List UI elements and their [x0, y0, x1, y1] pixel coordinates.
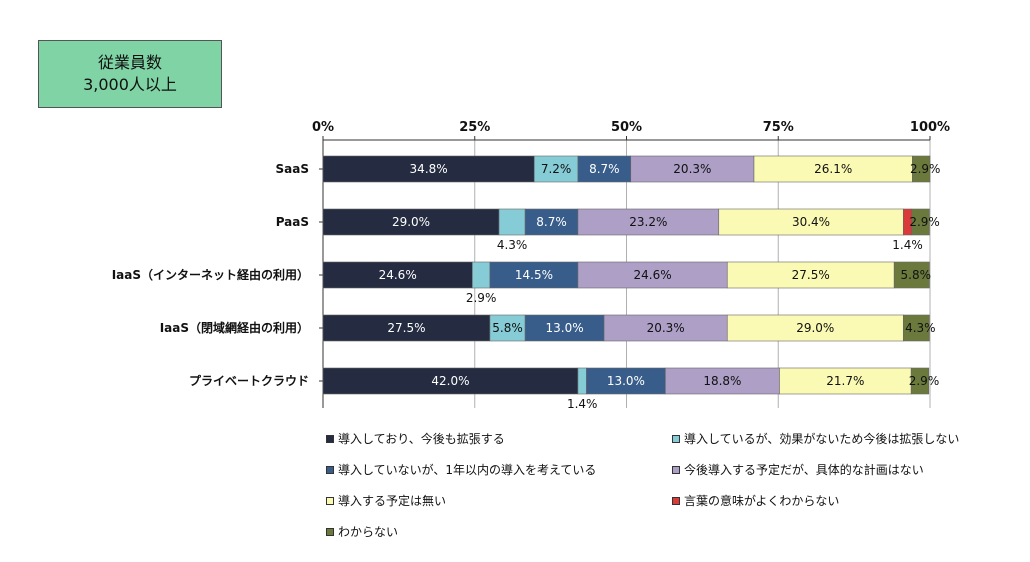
x-tick-label: 75%: [763, 120, 794, 135]
bar-segment: [524, 314, 605, 342]
legend-item: わからない: [326, 523, 398, 540]
data-label: 2.9%: [909, 215, 940, 229]
data-label: 26.1%: [814, 162, 852, 176]
legend-item: 今後導入する予定だが、具体的な計画はない: [672, 461, 924, 478]
data-label: 27.5%: [387, 321, 425, 335]
category-label: IaaS（インターネット経由の利用）: [112, 267, 309, 282]
data-label: 13.0%: [546, 321, 584, 335]
title-box: 従業員数 3,000人以上: [38, 40, 222, 108]
legend-swatch: [672, 434, 680, 443]
data-label: 20.3%: [647, 321, 685, 335]
x-tick-label: 50%: [611, 120, 642, 135]
data-label: 4.3%: [497, 238, 528, 252]
bar-segment: [524, 208, 579, 236]
data-label: 2.9%: [466, 291, 497, 305]
bar-segment: [577, 367, 587, 395]
x-tick-label: 100%: [910, 120, 950, 135]
bar-segment: [577, 155, 632, 183]
data-label: 2.9%: [909, 374, 940, 388]
data-label: 2.9%: [910, 162, 941, 176]
category-label: プライベートクラウド: [189, 373, 309, 388]
bar-segment: [322, 208, 500, 236]
legend-swatch: [326, 465, 334, 474]
data-label: 5.8%: [492, 321, 523, 335]
bar-segment: [472, 261, 491, 289]
data-label: 7.2%: [541, 162, 572, 176]
data-label: 34.8%: [410, 162, 448, 176]
legend-label: 導入していないが、1年以内の導入を考えている: [338, 463, 597, 477]
data-label: 1.4%: [567, 397, 598, 411]
data-label: 18.8%: [703, 374, 741, 388]
bar-segment: [498, 208, 526, 236]
legend-label: 導入しているが、効果がないため今後は拡張しない: [684, 432, 960, 446]
bar-segment: [489, 314, 526, 342]
data-label: 4.3%: [905, 321, 936, 335]
legend-item: 導入する予定は無い: [326, 492, 446, 509]
data-label: 24.6%: [634, 268, 672, 282]
bar-segment: [726, 314, 904, 342]
category-label: PaaS: [276, 215, 309, 229]
data-label: 42.0%: [431, 374, 469, 388]
x-tick-label: 0%: [312, 120, 334, 135]
bar-segment: [322, 314, 491, 342]
data-label: 14.5%: [515, 268, 553, 282]
bar-segment: [911, 208, 930, 236]
legend-swatch: [326, 527, 334, 536]
data-label: 8.7%: [536, 215, 567, 229]
legend-item: 言葉の意味がよくわからない: [672, 492, 839, 509]
legend-label: 導入しており、今後も拡張する: [338, 432, 505, 446]
data-label: 1.4%: [892, 238, 923, 252]
bar-segment: [577, 208, 720, 236]
legend-label: 導入する予定は無い: [338, 494, 447, 508]
data-label: 13.0%: [607, 374, 645, 388]
data-label: 8.7%: [589, 162, 620, 176]
bar-segment: [533, 155, 579, 183]
bar-segment: [753, 155, 913, 183]
x-tick-label: 25%: [459, 120, 490, 135]
title-line1: 従業員数: [97, 53, 162, 72]
legend-swatch: [326, 496, 334, 505]
bar-segment: [902, 314, 930, 342]
stacked-bar-chart: 0% 25% 50% 75% 100% SaaS 34.8% 7.2% 8.7% 20.3% 26.…: [112, 120, 950, 411]
bar-segment: [603, 314, 728, 342]
bar-segment: [779, 367, 912, 395]
data-label: 29.0%: [392, 215, 430, 229]
data-label: 20.3%: [673, 162, 711, 176]
legend-item: 導入していないが、1年以内の導入を考えている: [326, 461, 596, 478]
category-label: SaaS: [276, 162, 309, 176]
bar-segment: [577, 261, 728, 289]
bar-segment: [912, 155, 931, 183]
legend-item: 導入しているが、効果がないため今後は拡張しない: [672, 430, 959, 447]
data-label: 5.8%: [901, 268, 932, 282]
legend-label: 言葉の意味がよくわからない: [684, 494, 840, 508]
bar-segment: [665, 367, 780, 395]
bar-segment: [726, 261, 895, 289]
bar-segment: [910, 367, 930, 395]
legend-swatch: [672, 465, 680, 474]
legend-label: 今後導入する予定だが、具体的な計画はない: [684, 463, 924, 477]
legend-swatch: [326, 434, 334, 443]
bar-segment: [718, 208, 904, 236]
legend-swatch: [672, 496, 680, 505]
bar-segment: [630, 155, 755, 183]
data-label: 24.6%: [379, 268, 417, 282]
data-label: 27.5%: [792, 268, 830, 282]
bar-segment: [322, 261, 473, 289]
legend-label: わからない: [338, 525, 399, 539]
legend-item: 導入しており、今後も拡張する: [326, 430, 505, 447]
data-label: 23.2%: [629, 215, 667, 229]
data-label: 29.0%: [796, 321, 834, 335]
data-label: 30.4%: [792, 215, 830, 229]
category-label: IaaS（閉域網経由の利用）: [160, 320, 309, 335]
bar-segment: [893, 261, 930, 289]
data-label: 21.7%: [826, 374, 864, 388]
title-line2: 3,000人以上: [83, 75, 177, 94]
bar-segment: [489, 261, 579, 289]
bar-segment: [322, 155, 535, 183]
